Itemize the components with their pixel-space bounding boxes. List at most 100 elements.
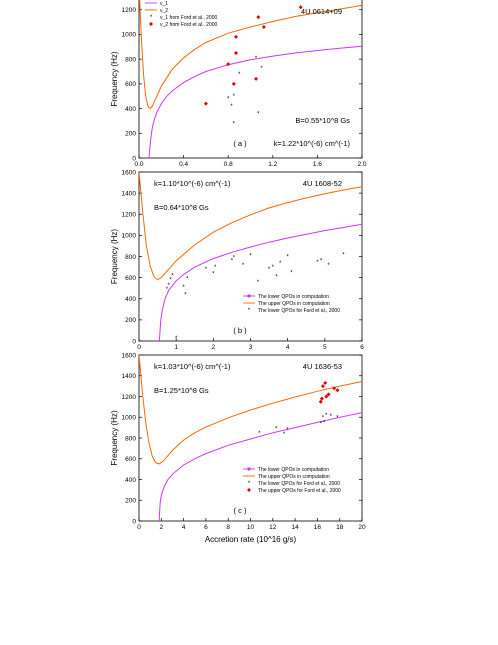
legend-entry: The lower QPOs in computation bbox=[258, 467, 329, 473]
data-point-upper-obs bbox=[226, 62, 231, 67]
data-point-lower-obs: * bbox=[205, 267, 208, 273]
series-line-lower-curve bbox=[158, 412, 362, 521]
y-tick-label: 1400 bbox=[122, 373, 137, 380]
x-tick-label: 18 bbox=[336, 524, 344, 531]
y-tick-label: 1000 bbox=[122, 233, 137, 240]
data-point-lower-obs: * bbox=[227, 97, 230, 103]
data-point-upper-obs bbox=[324, 394, 329, 399]
data-point-lower-obs: * bbox=[249, 253, 252, 259]
y-tick-label: 1600 bbox=[122, 352, 137, 359]
data-point-lower-obs: * bbox=[166, 287, 169, 293]
x-tick-label: 1 bbox=[174, 344, 178, 351]
data-point-lower-obs: * bbox=[169, 278, 172, 284]
x-tick-label: 8 bbox=[226, 524, 230, 531]
x-tick-label: 2 bbox=[212, 344, 216, 351]
data-point-lower-obs: * bbox=[238, 72, 241, 78]
data-point-lower-obs: * bbox=[316, 260, 319, 266]
y-tick-label: 0 bbox=[132, 338, 136, 345]
data-point-lower-obs: * bbox=[323, 420, 326, 426]
data-point-lower-obs: * bbox=[286, 428, 289, 434]
y-tick-label: 1200 bbox=[122, 212, 137, 219]
y-axis-label: Frequency (Hz) bbox=[110, 410, 119, 465]
k-value-label: k=1.10*10^(-6) cm^(-1) bbox=[154, 179, 231, 188]
data-point-upper-obs bbox=[234, 34, 239, 39]
x-tick-label: 1.6 bbox=[313, 161, 322, 168]
data-point-lower-obs: * bbox=[290, 270, 293, 276]
data-point-lower-obs: * bbox=[233, 256, 236, 262]
data-point-lower-obs: * bbox=[230, 104, 233, 110]
source-label: 4U 0614+09 bbox=[301, 7, 342, 16]
y-tick-label: 400 bbox=[125, 106, 136, 113]
x-tick-label: 2.0 bbox=[357, 161, 366, 168]
x-tick-label: 2 bbox=[159, 524, 163, 531]
y-tick-label: 600 bbox=[125, 81, 136, 88]
data-point-upper-obs bbox=[298, 5, 303, 10]
legend-marker: * bbox=[248, 481, 251, 487]
data-point-lower-obs: * bbox=[275, 275, 278, 281]
data-point-lower-obs: * bbox=[286, 255, 289, 261]
legend-marker bbox=[247, 294, 251, 298]
data-point-lower-obs: * bbox=[342, 252, 345, 258]
x-tick-label: 4 bbox=[182, 524, 186, 531]
data-point-upper-obs bbox=[203, 101, 208, 106]
data-point-lower-obs: * bbox=[182, 285, 185, 291]
x-tick-label: 5 bbox=[323, 344, 327, 351]
data-point-upper-obs bbox=[261, 25, 266, 30]
data-point-lower-obs: * bbox=[320, 421, 323, 427]
data-point-upper-obs bbox=[254, 76, 259, 81]
y-tick-label: 1400 bbox=[122, 190, 137, 197]
legend-entry: ν_2 from Ford et al., 2000 bbox=[160, 22, 217, 28]
panel-label: ( b ) bbox=[233, 326, 247, 335]
legend-entry: ν_1 from Ford et al., 2000 bbox=[160, 15, 217, 21]
legend-entry: ν_2 bbox=[160, 8, 168, 14]
source-label: 4U 1636-53 bbox=[303, 362, 342, 371]
data-point-upper-obs bbox=[234, 50, 239, 55]
data-point-lower-obs: * bbox=[171, 274, 174, 280]
data-point-lower-obs: * bbox=[275, 427, 278, 433]
data-point-lower-obs: * bbox=[327, 263, 330, 269]
data-point-upper-obs bbox=[326, 392, 331, 397]
legend-entry: ν_1 bbox=[160, 1, 168, 7]
panel-label: ( c ) bbox=[234, 506, 247, 515]
data-point-lower-obs: * bbox=[184, 293, 187, 299]
chart-panel-1: 0 200 400 600 800 1000 1200 0.0 0.4 0.8 1.2 1.6 2.0 F… bbox=[110, 0, 367, 168]
data-point-lower-obs: * bbox=[242, 263, 245, 269]
x-tick-label: 20 bbox=[358, 524, 366, 531]
data-point-lower-obs: * bbox=[168, 283, 171, 289]
data-point-lower-obs: * bbox=[279, 261, 282, 267]
x-tick-label: 14 bbox=[291, 524, 299, 531]
series-line-lower-curve bbox=[158, 223, 362, 341]
x-axis-label: Accretion rate (10^16 g/s) bbox=[205, 535, 297, 544]
b-field-label: B=0.64*10^8 Gs bbox=[154, 203, 209, 212]
data-point-upper-obs bbox=[319, 396, 324, 401]
y-axis-label: Frequency (Hz) bbox=[110, 229, 119, 284]
series-line-upper-curve bbox=[139, 0, 362, 110]
data-point-lower-obs: * bbox=[257, 280, 260, 286]
b-field-label: B=0.55*10^8 Gs bbox=[295, 116, 350, 125]
data-point-lower-obs: * bbox=[255, 56, 258, 62]
k-value-label: k=1.03*10^(-6) cm^(-1) bbox=[154, 362, 231, 371]
x-tick-label: 16 bbox=[314, 524, 322, 531]
k-value-label: k=1.22*10^(-6) cm^(-1) bbox=[274, 139, 351, 148]
y-tick-label: 1200 bbox=[122, 394, 137, 401]
legend-entry: The lower QPOs for Ford et al., 2000 bbox=[258, 308, 340, 314]
data-point-lower-obs: * bbox=[233, 94, 236, 100]
data-point-lower-obs: * bbox=[212, 271, 215, 277]
y-tick-label: 0 bbox=[132, 155, 136, 162]
x-tick-label: 0 bbox=[137, 344, 141, 351]
y-tick-label: 800 bbox=[125, 435, 136, 442]
data-point-upper-obs bbox=[323, 381, 328, 386]
y-tick-label: 1000 bbox=[122, 32, 137, 39]
y-tick-label: 800 bbox=[125, 56, 136, 63]
y-tick-label: 800 bbox=[125, 254, 136, 261]
series-line-lower-curve bbox=[148, 45, 362, 158]
plot-frame bbox=[138, 0, 363, 159]
data-point-lower-obs: * bbox=[336, 415, 339, 421]
y-tick-label: 400 bbox=[125, 296, 136, 303]
data-point-lower-obs: * bbox=[233, 121, 236, 127]
data-point-lower-obs: * bbox=[231, 259, 234, 265]
y-tick-label: 600 bbox=[125, 275, 136, 282]
x-tick-label: 6 bbox=[204, 524, 208, 531]
legend-marker: * bbox=[150, 15, 153, 21]
x-tick-label: 0 bbox=[137, 524, 141, 531]
